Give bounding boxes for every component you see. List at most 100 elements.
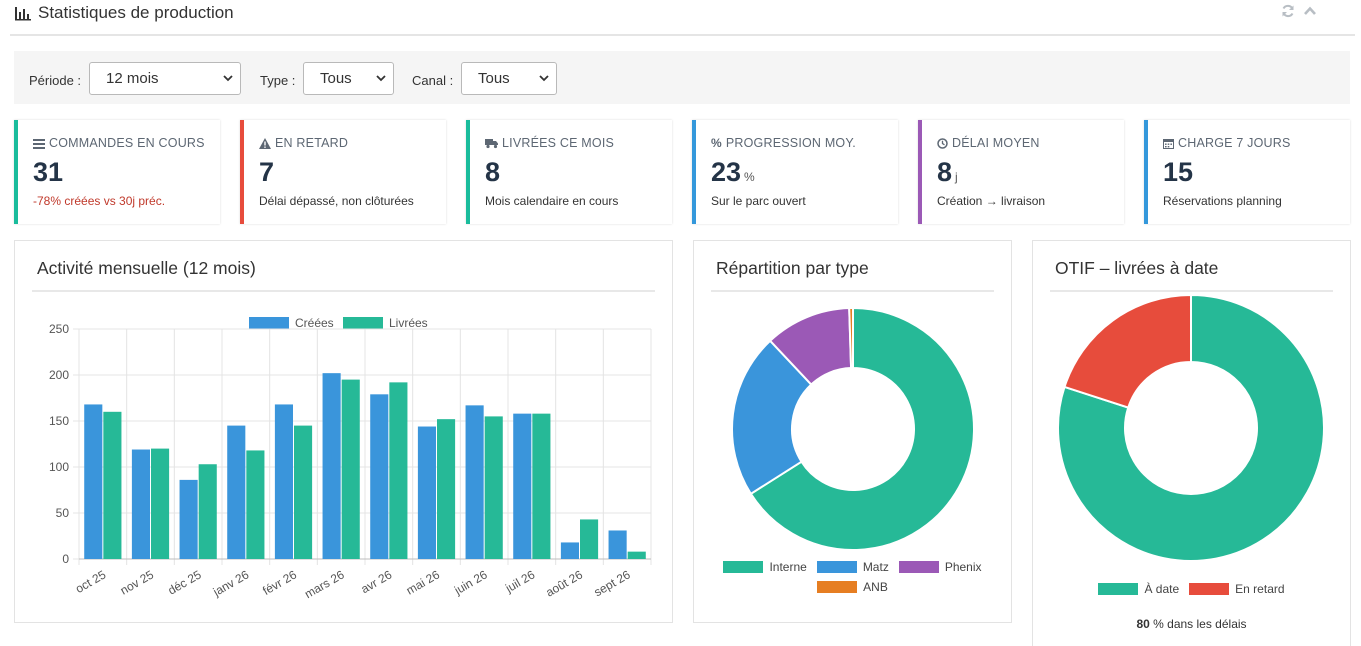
bar-livrées-11[interactable] bbox=[580, 519, 599, 559]
clock-icon bbox=[937, 137, 948, 149]
bar-livrées-12[interactable] bbox=[627, 551, 646, 559]
legend-label: Interne bbox=[769, 560, 807, 574]
legend-swatch bbox=[1098, 583, 1139, 595]
kpi-label-text: COMMANDES EN COURS bbox=[49, 136, 205, 150]
bar-créées-3[interactable] bbox=[179, 479, 198, 559]
otif-footnote: 80 % dans les délais bbox=[1033, 617, 1350, 631]
kpi-value-number: 31 bbox=[33, 157, 64, 187]
bar-livrées-4[interactable] bbox=[246, 450, 265, 559]
slice-en-retard[interactable] bbox=[1063, 296, 1192, 409]
header-tools bbox=[1281, 4, 1317, 18]
divider bbox=[711, 290, 994, 292]
kpi-progression-moy: % PROGRESSION MOY. 23% Sur le parc ouver… bbox=[692, 120, 898, 224]
kpi-livrees-ce-mois: LIVRÉES CE MOIS 8 Mois calendaire en cou… bbox=[466, 120, 672, 224]
legend-item[interactable]: Phenix bbox=[898, 560, 982, 574]
bar-livrées-3[interactable] bbox=[198, 464, 217, 559]
kpi-subtext: Sur le parc ouvert bbox=[711, 194, 806, 208]
refresh-icon[interactable] bbox=[1281, 4, 1295, 18]
legend-swatch-1[interactable] bbox=[249, 317, 289, 329]
periode-label: Période : bbox=[29, 73, 82, 88]
legend-label: En retard bbox=[1235, 582, 1285, 596]
canal-select-value: Tous bbox=[478, 70, 510, 87]
x-tick-label: nov 25 bbox=[118, 567, 156, 597]
kpi-label: % PROGRESSION MOY. bbox=[711, 136, 856, 150]
otif-footnote-value: 80 bbox=[1136, 617, 1150, 631]
x-tick-label: avr 26 bbox=[358, 567, 394, 596]
bar-créées-11[interactable] bbox=[560, 542, 579, 559]
legend-item[interactable]: En retard bbox=[1189, 582, 1285, 596]
bar-créées-10[interactable] bbox=[513, 413, 532, 559]
x-tick-label: janv 26 bbox=[210, 567, 252, 599]
legend-label: ANB bbox=[863, 580, 888, 594]
bar-livrées-2[interactable] bbox=[151, 448, 170, 559]
kpi-label-text: LIVRÉES CE MOIS bbox=[502, 136, 615, 150]
bar-créées-6[interactable] bbox=[322, 373, 341, 559]
slice-matz[interactable] bbox=[731, 339, 813, 496]
y-tick-label: 200 bbox=[49, 368, 69, 382]
legend-label-1[interactable]: Créées bbox=[295, 316, 334, 330]
kpi-subtext: Délai dépassé, non clôturées bbox=[259, 194, 414, 208]
kpi-value-number: 7 bbox=[259, 157, 275, 187]
legend-item[interactable]: Interne bbox=[723, 560, 807, 574]
bar-créées-7[interactable] bbox=[370, 394, 389, 559]
slice-à-date[interactable] bbox=[1057, 296, 1325, 562]
bar-créées-5[interactable] bbox=[274, 404, 293, 559]
bar-créées-12[interactable] bbox=[608, 530, 627, 559]
x-tick-label: juil 26 bbox=[502, 567, 537, 595]
repartition-donut-chart bbox=[731, 306, 975, 551]
warning-icon bbox=[259, 137, 271, 149]
bar-livrées-1[interactable] bbox=[103, 411, 122, 559]
bar-créées-1[interactable] bbox=[84, 404, 103, 559]
kpi-label: DÉLAI MOYEN bbox=[937, 136, 1040, 150]
periode-select[interactable]: 12 mois bbox=[89, 62, 241, 95]
bar-créées-8[interactable] bbox=[417, 426, 436, 559]
legend-swatch bbox=[817, 581, 858, 593]
chevron-down-icon bbox=[376, 75, 386, 82]
y-tick-label: 0 bbox=[62, 552, 69, 566]
activity-title: Activité mensuelle (12 mois) bbox=[37, 258, 256, 278]
kpi-label-text: PROGRESSION MOY. bbox=[725, 136, 856, 150]
kpi-value: 23% bbox=[711, 157, 755, 188]
legend-item[interactable]: ANB bbox=[817, 580, 888, 594]
y-tick-label: 150 bbox=[49, 414, 69, 428]
legend-swatch-2[interactable] bbox=[343, 317, 383, 329]
kpi-label: LIVRÉES CE MOIS bbox=[485, 136, 614, 150]
canal-select[interactable]: Tous bbox=[461, 62, 557, 95]
legend-swatch bbox=[1189, 583, 1230, 595]
kpi-value-number: 23 bbox=[711, 157, 742, 187]
kpi-subtext: Réservations planning bbox=[1163, 194, 1282, 208]
legend-label-2[interactable]: Livrées bbox=[389, 316, 428, 330]
bar-livrées-5[interactable] bbox=[294, 425, 313, 559]
kpi-value: 8 bbox=[485, 157, 503, 188]
x-tick-label: mars 26 bbox=[302, 567, 347, 601]
bar-livrées-8[interactable] bbox=[437, 419, 456, 559]
slice-interne[interactable] bbox=[749, 306, 975, 551]
list-icon bbox=[33, 138, 45, 149]
activity-bar-chart: Créées Livrées 0 50 100 150 200 250 oct 25 nov 25… bbox=[49, 316, 652, 601]
slice-anb[interactable] bbox=[848, 306, 854, 370]
bar-créées-2[interactable] bbox=[131, 449, 150, 559]
kpi-label: CHARGE 7 JOURS bbox=[1163, 136, 1291, 150]
canal-label: Canal : bbox=[412, 73, 454, 88]
x-tick-label: juin 26 bbox=[451, 567, 490, 597]
legend-item[interactable]: À date bbox=[1098, 582, 1179, 596]
bar-chart-icon bbox=[15, 7, 31, 21]
bar-livrées-7[interactable] bbox=[389, 382, 408, 559]
kpi-label-text: CHARGE 7 JOURS bbox=[1178, 136, 1291, 150]
x-tick-label: oct 25 bbox=[73, 567, 109, 596]
legend-item[interactable]: Matz bbox=[816, 560, 889, 574]
otif-footnote-text: % dans les délais bbox=[1149, 617, 1247, 631]
divider bbox=[1050, 290, 1333, 292]
bar-livrées-9[interactable] bbox=[484, 416, 503, 559]
type-select[interactable]: Tous bbox=[303, 62, 394, 95]
type-select-value: Tous bbox=[320, 70, 352, 87]
kpi-value-number: 8 bbox=[485, 157, 501, 187]
kpi-label: COMMANDES EN COURS bbox=[33, 136, 205, 150]
chevron-up-icon[interactable] bbox=[1303, 4, 1317, 18]
bar-créées-4[interactable] bbox=[227, 425, 246, 559]
bar-créées-9[interactable] bbox=[465, 405, 484, 559]
bar-livrées-6[interactable] bbox=[341, 379, 360, 559]
page-title-text: Statistiques de production bbox=[38, 3, 234, 22]
bar-livrées-10[interactable] bbox=[532, 413, 551, 559]
y-tick-label: 50 bbox=[56, 506, 70, 520]
